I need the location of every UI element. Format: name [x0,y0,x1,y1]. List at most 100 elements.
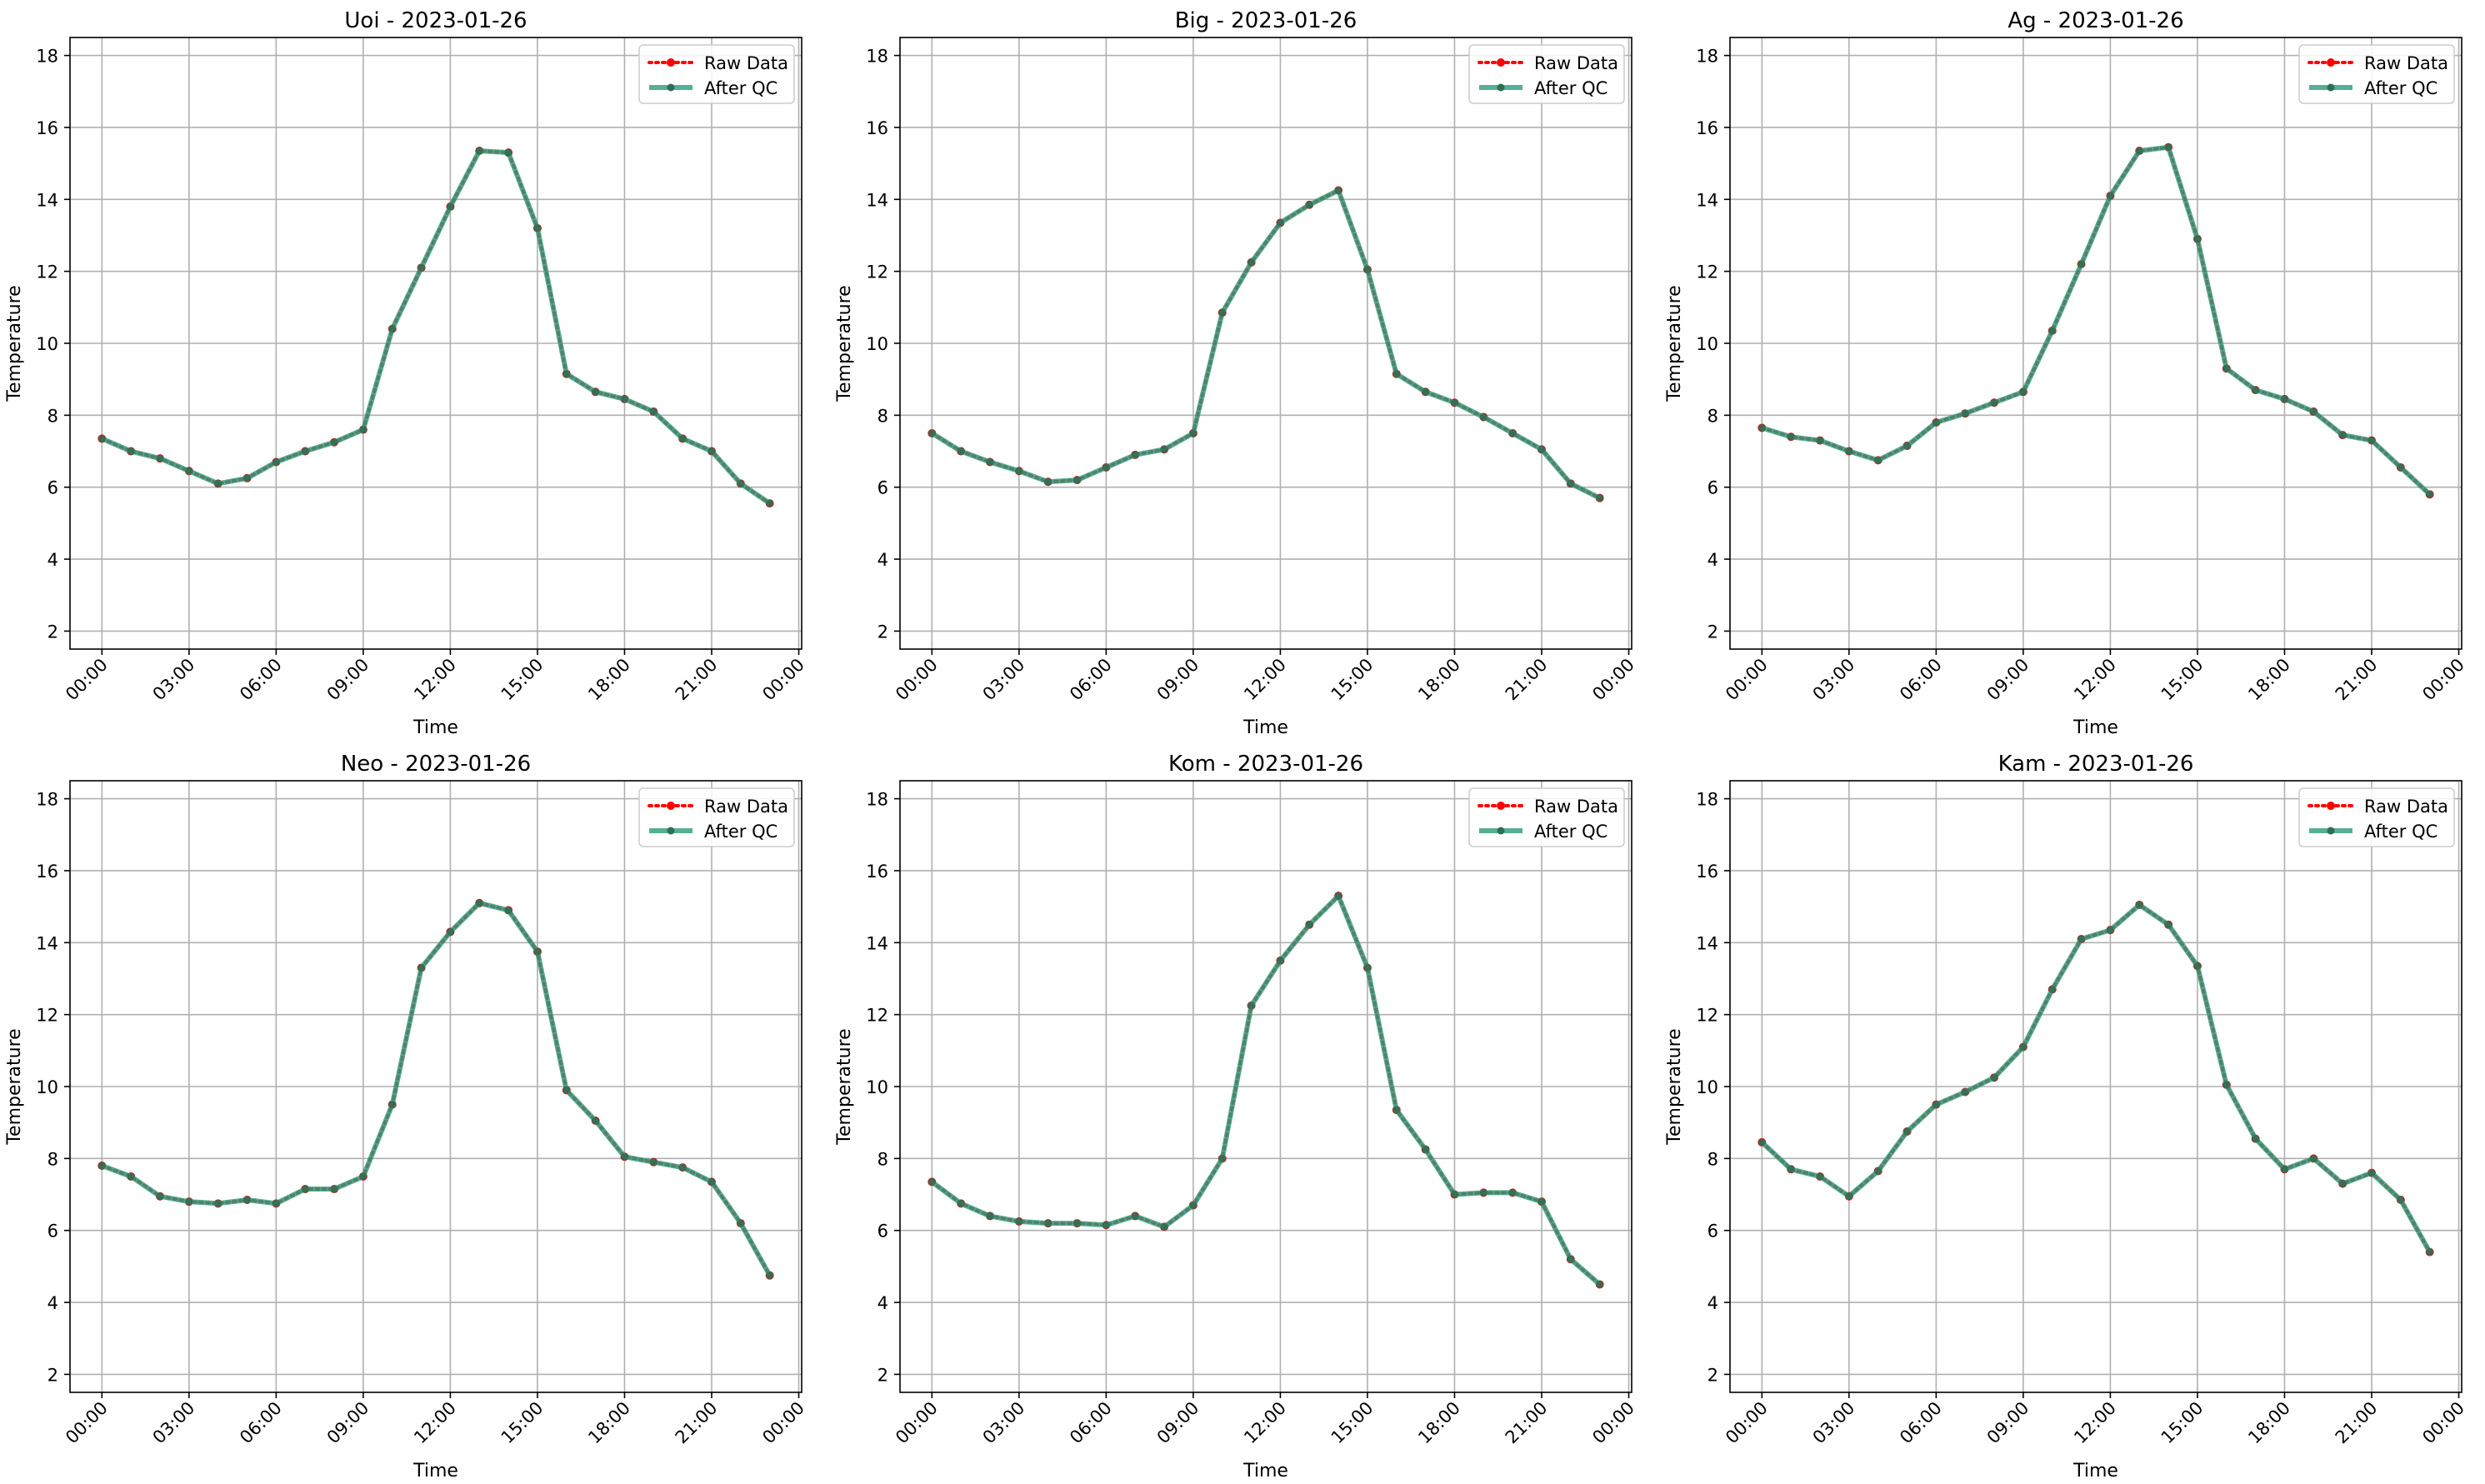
data-point-qc [2048,327,2057,335]
data-point-qc [649,407,658,416]
x-tick-label: 00:00 [2418,655,2468,705]
x-tick-label: 00:00 [758,655,808,705]
data-point-qc [1015,1217,1023,1226]
data-point-qc [928,429,936,437]
legend-raw-marker [1497,58,1505,67]
data-point-qc [1160,445,1168,453]
y-tick-label: 4 [48,550,58,570]
data-point-qc [2426,1248,2434,1257]
series-line-qc [1761,144,2432,497]
x-axis-label: Time [1242,717,1288,738]
data-point-qc [1160,1222,1168,1231]
x-tick-label: 09:00 [323,1398,373,1448]
data-point-qc [475,147,483,155]
y-tick-label: 8 [1708,406,1718,426]
chart-panel-0: 2 4 6 8 10 12 14 16 18 00:00 03:00 06:00 09:00 12:00 1… [4,8,808,738]
data-point-qc [1758,1138,1766,1147]
data-point-qc [504,148,512,157]
chart-panel-3: 2 4 6 8 10 12 14 16 18 00:00 03:00 06:00 09:00 12:00 1… [4,752,808,1482]
y-axis-label: Temperature [4,285,25,402]
data-point-qc [446,202,454,211]
data-point-qc [1276,218,1284,227]
data-point-qc [928,1177,936,1186]
y-tick-label: 10 [36,1077,58,1097]
data-point-qc [2164,143,2172,152]
data-point-qc [1131,451,1139,459]
legend-raw-label: Raw Data [1534,797,1618,817]
data-point-qc [1538,1197,1546,1206]
data-point-qc [1334,892,1342,900]
series-line-raw [930,892,1602,1287]
x-tick-label: 18:00 [1414,655,1464,705]
data-point-qc [1102,1221,1110,1229]
series-line-qc [930,893,1602,1287]
x-tick-label: 00:00 [892,655,942,705]
y-tick-label: 8 [48,406,58,426]
y-tick-label: 8 [48,1149,58,1169]
y-tick-label: 8 [878,1149,888,1169]
data-point-qc [1508,1188,1517,1197]
data-point-qc [272,1199,280,1207]
data-point-qc [1596,494,1604,502]
x-tick-label: 21:00 [672,1398,722,1448]
x-tick-label: 18:00 [584,1398,634,1448]
data-point-qc [533,947,542,956]
data-point-qc [620,1152,628,1161]
plot-area [1758,142,2434,499]
data-point-qc [330,438,338,447]
legend-qc-marker [1497,827,1505,835]
legend: Raw Data After QC [1468,44,1625,104]
y-tick-label: 4 [48,1293,58,1313]
data-point-qc [708,1177,716,1186]
x-tick-label: 03:00 [1809,655,1859,705]
x-tick-label: 21:00 [2332,655,2382,705]
x-tick-label: 15:00 [2158,655,2208,705]
data-point-qc [1874,1167,1882,1175]
legend-raw-marker [2327,802,2335,810]
data-point-qc [185,1197,193,1206]
data-point-qc [1479,1188,1488,1197]
data-point-qc [2164,921,2172,929]
y-axis-label: Temperature [1664,1028,1685,1145]
series-line-qc [101,900,772,1277]
x-tick-label: 03:00 [149,1398,199,1448]
series-line-qc [1760,902,2432,1254]
y-tick-label: 14 [36,933,58,953]
x-tick-label: 03:00 [1809,1398,1859,1448]
y-tick-label: 8 [1708,1149,1718,1169]
x-tick-label: 03:00 [149,655,199,705]
y-tick-label: 6 [1708,1222,1718,1242]
data-point-qc [1932,418,1940,427]
y-tick-label: 16 [1696,118,1718,138]
y-tick-label: 10 [1696,334,1718,354]
y-tick-label: 18 [866,47,888,67]
data-point-qc [1363,964,1372,972]
x-tick-label: 00:00 [62,655,112,705]
data-point-qc [243,474,252,482]
x-tick-label: 00:00 [2418,1398,2468,1448]
data-point-qc [359,426,368,434]
data-point-qc [2135,901,2143,909]
data-point-qc [1218,1154,1227,1162]
x-tick-label: 06:00 [236,1398,286,1448]
data-point-qc [708,447,716,456]
data-point-qc [359,1172,368,1181]
legend-raw-marker [667,802,675,810]
y-tick-label: 14 [36,190,58,210]
x-tick-label: 00:00 [1722,655,1772,705]
data-point-qc [98,1162,106,1170]
plot-area [928,186,1604,502]
data-point-qc [986,1212,994,1220]
y-tick-label: 4 [1708,1293,1718,1313]
data-point-qc [957,447,965,456]
axes-frame [1729,780,2462,1393]
x-tick-label: 09:00 [1153,1398,1203,1448]
x-tick-label: 06:00 [1896,1398,1946,1448]
y-axis-label: Temperature [4,1028,25,1145]
data-point-qc [737,479,745,487]
x-tick-label: 00:00 [62,1398,112,1448]
x-tick-label: 18:00 [2244,655,2294,705]
legend-qc-label: After QC [704,78,778,98]
legend: Raw Data After QC [638,44,795,104]
data-point-qc [1903,442,1912,450]
